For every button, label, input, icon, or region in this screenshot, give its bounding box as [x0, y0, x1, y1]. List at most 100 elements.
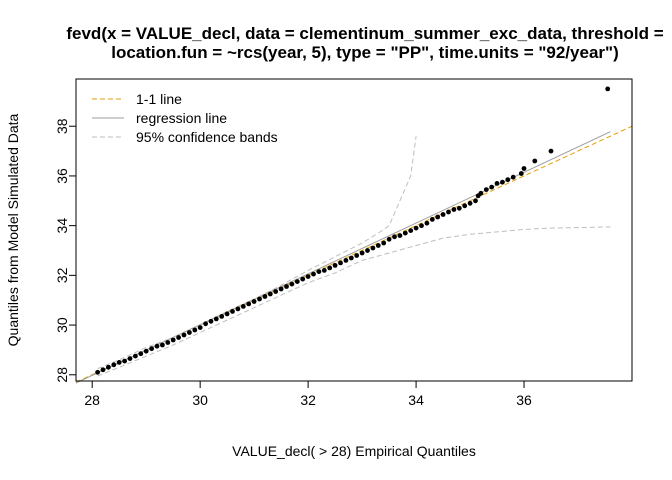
data-point — [478, 190, 484, 196]
data-point — [170, 337, 176, 343]
y-axis-label: Quantiles from Model Simulated Data — [5, 113, 21, 346]
data-point — [127, 356, 133, 361]
data-point — [111, 362, 117, 368]
data-point — [224, 311, 230, 317]
data-point — [370, 245, 376, 251]
legend-label: 1-1 line — [136, 91, 182, 107]
data-point — [316, 269, 322, 274]
data-point — [95, 369, 100, 375]
legend-label: regression line — [136, 110, 227, 126]
data-point — [332, 263, 338, 268]
data-point — [500, 179, 505, 185]
data-point — [100, 367, 106, 373]
data-point — [440, 212, 446, 217]
data-point — [300, 276, 306, 282]
data-point — [494, 181, 500, 186]
y-tick-label: 30 — [54, 317, 70, 333]
data-point — [165, 340, 171, 345]
data-point — [294, 279, 300, 284]
data-point — [273, 289, 279, 294]
data-point — [375, 243, 381, 248]
data-point — [456, 205, 462, 211]
plot-area — [75, 86, 633, 384]
data-point — [429, 217, 435, 222]
data-point — [311, 271, 316, 277]
y-axis: 28 30 32 34 36 38 — [54, 118, 77, 383]
data-point — [187, 330, 192, 335]
data-point — [338, 260, 343, 266]
data-point — [203, 321, 209, 327]
y-tick-label: 28 — [54, 367, 70, 383]
data-point — [154, 343, 160, 349]
data-point — [219, 314, 225, 319]
data-point — [176, 335, 182, 340]
data-point — [278, 286, 284, 292]
data-point — [408, 228, 414, 234]
95-confidence-bands-lower-line — [97, 226, 611, 377]
data-point — [197, 325, 203, 330]
data-point — [518, 171, 524, 176]
data-point — [397, 233, 403, 239]
data-point — [106, 364, 111, 370]
data-point — [424, 220, 430, 226]
x-tick-label: 34 — [408, 392, 424, 408]
data-point — [284, 284, 289, 289]
data-point — [230, 309, 235, 314]
x-axis: 28 30 32 34 36 — [84, 380, 532, 408]
data-point — [354, 253, 360, 258]
data-point — [462, 203, 468, 209]
data-point — [521, 166, 527, 171]
data-point — [359, 250, 365, 256]
data-point — [510, 174, 516, 180]
data-point — [143, 348, 149, 354]
data-point — [267, 291, 273, 297]
data-point — [246, 301, 252, 307]
data-point — [365, 248, 370, 253]
data-point — [605, 86, 611, 92]
data-point — [240, 304, 246, 309]
data-point — [381, 240, 387, 246]
95-confidence-bands-upper-line — [97, 136, 417, 370]
chart-title-line-2: location.fun = ~rcs(year, 5), type = "PP… — [111, 43, 619, 62]
x-axis-label: VALUE_decl( > 28) Empirical Quantiles — [232, 443, 476, 459]
data-point — [419, 223, 424, 229]
y-tick-label: 38 — [54, 118, 70, 134]
y-tick-label: 34 — [54, 218, 70, 234]
data-point — [467, 200, 473, 206]
data-point — [116, 360, 122, 365]
legend-label: 95% confidence bands — [136, 129, 278, 145]
data-point — [305, 274, 311, 279]
data-point — [413, 225, 419, 231]
data-point — [122, 358, 127, 364]
x-tick-label: 30 — [192, 392, 208, 408]
data-point — [192, 327, 198, 333]
1-1-line-line — [75, 125, 633, 383]
data-point — [289, 281, 295, 287]
y-tick-label: 36 — [54, 168, 70, 184]
x-tick-label: 36 — [516, 392, 532, 408]
data-point — [451, 207, 457, 212]
x-tick-label: 28 — [84, 392, 100, 408]
data-point — [235, 306, 241, 312]
data-point — [181, 332, 187, 338]
data-point — [505, 177, 511, 183]
data-point — [489, 184, 495, 190]
data-point — [160, 342, 165, 348]
data-point — [343, 258, 349, 263]
data-point — [327, 265, 333, 271]
chart-title-line-1: fevd(x = VALUE_decl, data = clementinum_… — [66, 24, 663, 43]
data-point — [386, 236, 392, 242]
data-point — [251, 299, 257, 304]
data-point — [473, 198, 478, 204]
data-point — [392, 234, 397, 240]
data-point — [321, 268, 327, 273]
data-point — [257, 296, 262, 302]
data-point — [446, 209, 451, 215]
legend: 1-1 line regression line 95% confidence ba… — [92, 91, 278, 145]
x-tick-label: 32 — [300, 392, 316, 408]
data-point — [532, 158, 538, 164]
data-point — [138, 351, 144, 357]
data-point — [213, 316, 219, 322]
data-point — [402, 230, 408, 236]
